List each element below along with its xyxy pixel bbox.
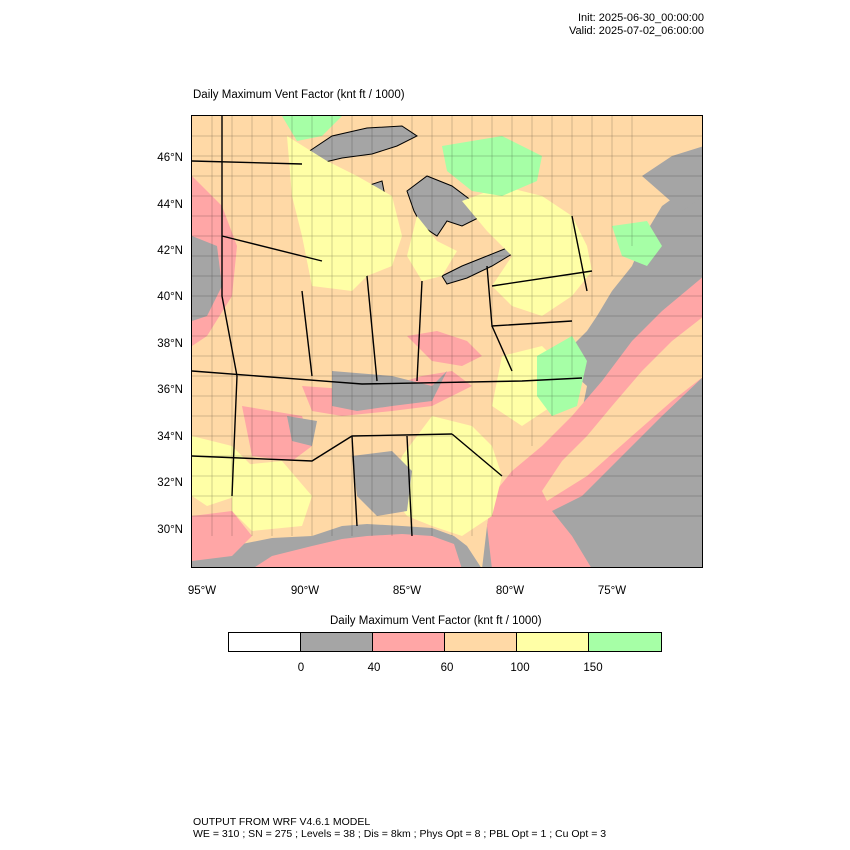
- lat-label-40: 40°N: [157, 291, 183, 303]
- new-england-green: [612, 221, 662, 266]
- legend-label-150: 150: [583, 662, 603, 674]
- gulf-pink-band: [255, 534, 462, 567]
- lat-label-38: 38°N: [157, 338, 183, 350]
- northeast-yellow: [462, 186, 592, 316]
- color-legend: [228, 632, 662, 652]
- lat-label-34: 34°N: [157, 431, 183, 443]
- model-footer: OUTPUT FROM WRF V4.6.1 MODEL WE = 310 ; …: [193, 816, 606, 840]
- legend-box-0-40: [301, 633, 373, 651]
- lat-label-32: 32°N: [157, 477, 183, 489]
- legend-box-below-0: [229, 633, 301, 651]
- ohio-pink: [407, 331, 482, 366]
- lon-label-80: 80°W: [495, 585, 525, 597]
- kansas-grey: [192, 236, 222, 321]
- valid-time: Valid: 2025-07-02_06:00:00: [569, 25, 704, 37]
- maine-grey: [642, 146, 702, 211]
- lon-label-95: 95°W: [187, 585, 217, 597]
- vent-factor-map: [191, 115, 703, 568]
- ocean-pink-band: [487, 277, 702, 567]
- alabama-grey: [352, 451, 412, 516]
- legend-title: Daily Maximum Vent Factor (knt ft / 1000…: [330, 615, 542, 627]
- county-lines: [192, 116, 702, 536]
- footer-model: OUTPUT FROM WRF V4.6.1 MODEL: [193, 816, 371, 828]
- run-info: Init: 2025-06-30_00:00:00 Valid: 2025-07…: [569, 12, 704, 38]
- lat-label-36: 36°N: [157, 384, 183, 396]
- memphis-grey: [287, 416, 317, 446]
- legend-label-60: 60: [440, 662, 454, 674]
- wisconsin-yellow: [287, 136, 402, 291]
- lon-label-85: 85°W: [392, 585, 422, 597]
- legend-box-60-100: [445, 633, 517, 651]
- footer-config: WE = 310 ; SN = 275 ; Levels = 38 ; Dis …: [193, 828, 607, 840]
- legend-label-0: 0: [297, 662, 305, 674]
- legend-label-100: 100: [510, 662, 530, 674]
- lake-superior: [301, 125, 418, 165]
- legend-label-40: 40: [367, 662, 381, 674]
- legend-box-40-60: [373, 633, 445, 651]
- ocean-orange-band: [542, 317, 702, 501]
- lon-label-90: 90°W: [290, 585, 320, 597]
- lat-label-42: 42°N: [157, 245, 183, 257]
- texas-coast-pink: [192, 511, 252, 561]
- map-title: Daily Maximum Vent Factor (knt ft / 1000…: [193, 89, 405, 101]
- map-canvas: [192, 116, 702, 567]
- init-time: Init: 2025-06-30_00:00:00: [578, 12, 704, 24]
- legend-box-150-plus: [589, 633, 661, 651]
- tennessee-grey: [332, 371, 447, 411]
- lat-label-44: 44°N: [157, 199, 183, 211]
- legend-box-100-150: [517, 633, 589, 651]
- lon-label-75: 75°W: [597, 585, 627, 597]
- lat-label-46: 46°N: [157, 152, 183, 164]
- lat-label-30: 30°N: [157, 524, 183, 536]
